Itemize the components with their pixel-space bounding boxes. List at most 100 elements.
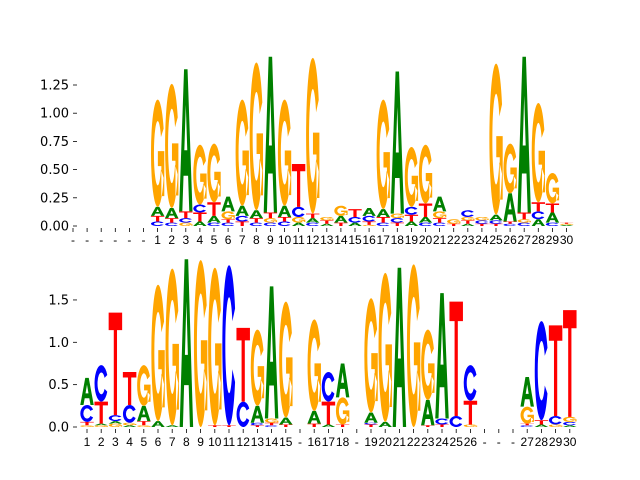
logo-letter-A [279,417,293,425]
logo-letter-G [406,264,421,428]
logo-letter-T [563,310,577,417]
logo-letter-G [165,83,179,208]
x-tick-label: 21 [393,435,407,449]
logo-letter-T [475,223,489,226]
logo-letter-C [435,418,449,425]
x-tick-label: - [85,233,89,247]
logo-letter-A [489,214,503,221]
x-tick-label: 7 [239,233,246,247]
x-tick-label: 4 [197,233,204,247]
x-tick-label: 21 [433,233,447,247]
x-tick-label: - [99,233,103,247]
x-tick-label: 4 [126,435,133,449]
logo-letter-G [489,63,503,215]
logo-letter-G [249,62,263,211]
y-tick-label: 0.25 [40,191,69,206]
logo-letter-A [376,209,390,217]
logo-letter-C [489,220,503,224]
logo-letter-A [520,377,534,407]
logo-letter-A [137,405,151,422]
logo-letter-T [279,424,293,427]
x-tick-label: 16 [308,435,322,449]
logo-letter-A [80,377,94,405]
logo-letter-T [376,216,390,223]
logo-letter-C [517,222,531,226]
logo-letter-A [392,267,407,427]
logo-letter-A [321,424,336,427]
x-tick-label: 10 [278,233,292,247]
logo-letter-G [151,284,165,422]
logo-letter-C [150,221,164,226]
logo-letter-T [137,421,151,426]
logo-letter-C [531,211,545,220]
x-tick-label: - [71,233,75,247]
logo-letter-G [122,422,137,426]
x-tick-label: - [113,233,117,247]
logo-letter-C [306,222,319,226]
logo-letter-C [463,365,477,401]
logo-letter-T [461,220,475,224]
logo-letter-T [122,371,137,405]
logo-letter-A [418,216,433,223]
y-tick-label: 1.5 [48,293,69,308]
x-tick-label: 28 [532,233,546,247]
logo-letter-G [335,397,350,425]
x-tick-label: 29 [549,435,563,449]
logo-letter-A [307,410,321,424]
x-tick-label: 19 [405,233,419,247]
x-tick-label: 11 [292,233,305,247]
x-tick-label: 24 [475,233,489,247]
x-tick-label: 20 [379,435,393,449]
logo-letter-G [432,211,447,219]
y-tick-label: 1.25 [40,79,69,94]
logo-letter-G [137,425,151,427]
logo-letter-G [563,416,577,422]
logo-letter-G [378,272,392,422]
logo-letter-T [545,203,560,213]
logo-letter-G [108,423,123,427]
logo-letter-G [517,219,531,223]
x-tick-label: - [497,435,501,449]
logo-letter-A [348,222,362,226]
x-tick-label: 30 [563,435,577,449]
x-tick-label: 2 [98,435,105,449]
x-tick-label: 12 [306,233,320,247]
logo-letter-A [277,205,292,217]
logo-letter-A [122,425,137,427]
logo-letter-A [165,425,179,427]
logo-letter-A [432,196,447,212]
logo-letter-C [348,216,362,223]
x-tick-label: 28 [535,435,549,449]
logo-letter-G [306,57,320,214]
logo-letter-G [404,147,419,207]
x-tick-label: 14 [334,233,348,247]
logo-letter-T [418,203,433,217]
logo-letter-G [291,216,306,223]
logo-letter-T [165,218,179,223]
x-tick-label: 3 [182,233,189,247]
logo-letter-G [548,424,563,427]
logo-letter-C [475,220,488,224]
logo-letter-A [249,210,263,219]
logo-letter-C [404,206,418,215]
x-tick-label: - [483,435,487,449]
logo-letter-G [520,406,534,424]
x-tick-label: 11 [223,435,236,449]
logo-letter-C [80,404,94,422]
logo-letter-G [545,172,560,204]
logo-letter-T [534,420,549,425]
x-tick-label: 23 [421,435,435,449]
logo-letter-G [475,216,489,221]
x-tick-label: 8 [183,435,190,449]
x-tick-label: - [142,233,146,247]
logo-letter-C [250,422,264,426]
logo-letter-C [108,415,122,422]
logo-letter-T [364,424,378,427]
logo-letter-A [150,206,165,216]
x-tick-label: 5 [140,435,147,449]
x-tick-label: 3 [112,435,119,449]
logo-letter-G [364,298,378,413]
x-tick-label: 9 [267,233,274,247]
